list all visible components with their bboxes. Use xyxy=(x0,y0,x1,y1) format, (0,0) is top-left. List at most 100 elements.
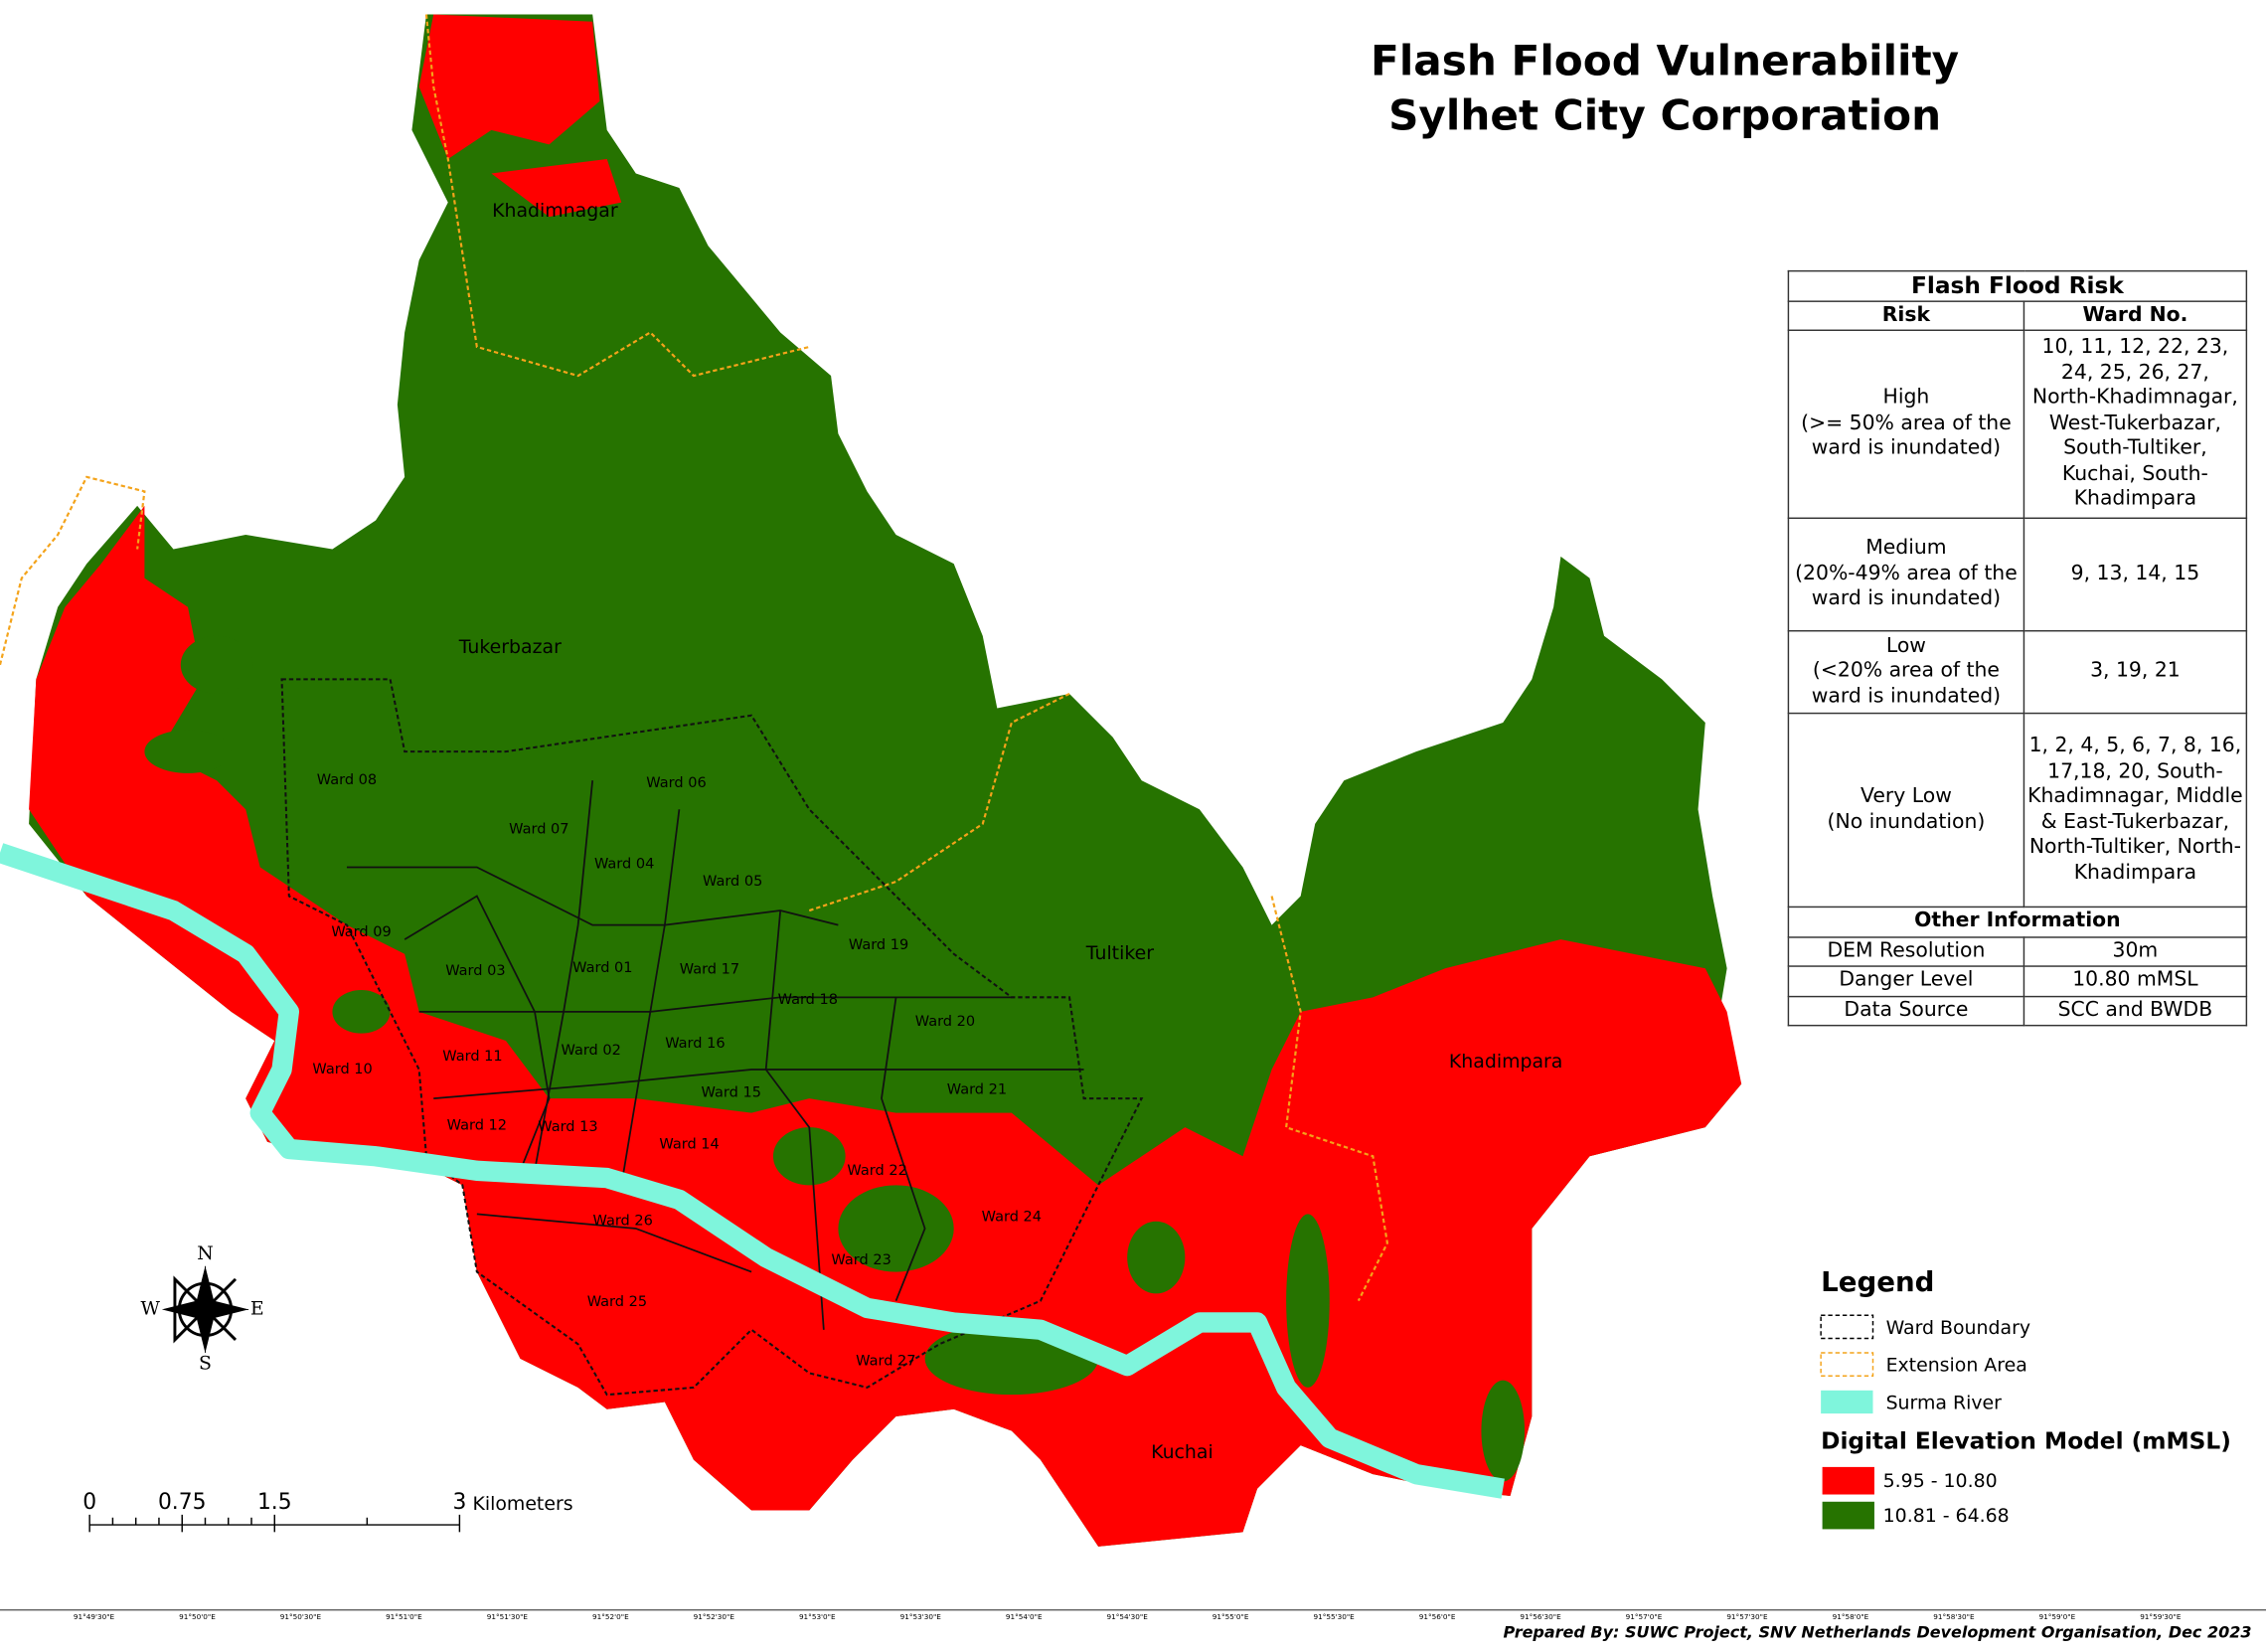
info-value: 10.80 mMSL xyxy=(2023,965,2248,997)
ward-label: Ward 05 xyxy=(703,874,762,890)
ward-lines xyxy=(346,780,1084,1330)
longitude-label: 91°49'30"E xyxy=(74,1612,115,1621)
legend-label: 5.95 - 10.80 xyxy=(1883,1470,1998,1492)
risk-level: Medium (20%-49% area of the ward is inund… xyxy=(1787,517,2025,632)
risk-level-text: (20%-49% area of the ward is inundated) xyxy=(1795,562,2018,610)
info-value-text: SCC and BWDB xyxy=(2057,998,2213,1022)
table-row: Medium (20%-49% area of the ward is inund… xyxy=(1787,517,2248,632)
legend-swatch xyxy=(1822,1501,1874,1530)
legend-swatch xyxy=(1820,1352,1874,1378)
table-row: DEM Resolution 30m xyxy=(1787,935,2248,967)
ward-label: Ward 03 xyxy=(445,963,505,979)
ward-label: Ward 18 xyxy=(778,992,838,1008)
longitude-label: 91°56'30"E xyxy=(1520,1612,1561,1621)
info-value-text: 10.80 mMSL xyxy=(2072,968,2198,992)
legend-swatch xyxy=(1820,1314,1874,1340)
longitude-label: 91°52'30"E xyxy=(694,1612,735,1621)
ward-label: Ward 24 xyxy=(982,1209,1042,1225)
high-elevation-patches xyxy=(144,635,1526,1482)
risk-wards-text: 10, 11, 12, 22, 23, 24, 25, 26, 27, Nort… xyxy=(2031,335,2238,511)
compass-letter: N xyxy=(197,1242,214,1264)
ward-label: Ward 14 xyxy=(659,1137,719,1153)
scale-label: 0 xyxy=(82,1490,96,1515)
risk-wards: 1, 2, 4, 5, 6, 7, 8, 16, 17,18, 20, Sout… xyxy=(2023,712,2248,909)
place-label: Tultiker xyxy=(1085,942,1154,964)
ward-label: Ward 23 xyxy=(831,1252,890,1268)
risk-level-text: (<20% area of the ward is inundated) xyxy=(1811,659,2002,709)
ward-label: Ward 01 xyxy=(572,960,632,976)
scale-unit: Kilometers xyxy=(472,1493,572,1515)
ward-label: Ward 26 xyxy=(593,1214,653,1230)
info-key-text: Danger Level xyxy=(1839,968,1974,992)
longitude-label: 91°59'30"E xyxy=(2140,1612,2182,1621)
table-header: Risk xyxy=(1787,299,2025,331)
table-row: Danger Level 10.80 mMSL xyxy=(1787,965,2248,997)
info-key-text: Data Source xyxy=(1844,998,1969,1022)
legend-label: Extension Area xyxy=(1886,1355,2027,1377)
low-elevation-area xyxy=(491,158,622,218)
ward-label: Ward 21 xyxy=(947,1081,1007,1097)
legend-label: 10.81 - 64.68 xyxy=(1883,1505,2010,1527)
surma-river xyxy=(0,843,1505,1499)
table-row: Low (<20% area of the ward is inundated) 3… xyxy=(1787,629,2248,715)
ward-label: Ward 08 xyxy=(317,772,377,788)
table-row: Data Source SCC and BWDB xyxy=(1787,995,2248,1027)
ward-label: Ward 09 xyxy=(331,924,391,940)
risk-level-text: (>= 50% area of the ward is inundated) xyxy=(1801,412,2012,460)
ward-label: Ward 16 xyxy=(665,1036,725,1052)
risk-level: High (>= 50% area of the ward is inundate… xyxy=(1787,329,2025,520)
longitude-label: 91°55'30"E xyxy=(1313,1612,1355,1621)
extension-boundary xyxy=(0,475,146,666)
risk-level-text: Very Low xyxy=(1860,784,1952,808)
table-row: Flash Flood Risk xyxy=(1787,269,2248,302)
place-label: Kuchai xyxy=(1151,1441,1214,1463)
risk-wards-text: 9, 13, 14, 15 xyxy=(2070,562,2200,585)
map-title: Sylhet City Corporation xyxy=(1388,91,1941,140)
risk-level-text: (No inundation) xyxy=(1827,810,1986,834)
ward-label: Ward 15 xyxy=(702,1084,761,1100)
table-title-text: Flash Flood Risk xyxy=(1910,271,2124,299)
risk-wards-text: 1, 2, 4, 5, 6, 7, 8, 16, 17,18, 20, Sout… xyxy=(2027,734,2243,885)
ward-label: Ward 02 xyxy=(562,1043,621,1059)
info-key: DEM Resolution xyxy=(1787,935,2025,967)
extension-boundary xyxy=(424,14,810,378)
longitude-label: 91°58'30"E xyxy=(1933,1612,1975,1621)
risk-level-text: Low xyxy=(1885,633,1926,658)
longitude-label: 91°57'0"E xyxy=(1626,1612,1663,1621)
longitude-label: 91°58'0"E xyxy=(1833,1612,1869,1621)
longitude-label: 91°51'0"E xyxy=(386,1612,422,1621)
info-value: 30m xyxy=(2023,935,2248,967)
compass-letter: E xyxy=(250,1297,264,1319)
longitude-label: 91°54'0"E xyxy=(1006,1612,1043,1621)
table-title: Other Information xyxy=(1787,906,2248,937)
table-title-text: Other Information xyxy=(1914,909,2121,932)
low-elevation-area xyxy=(418,14,600,159)
scale-label: 0.75 xyxy=(158,1490,207,1515)
table-row: High (>= 50% area of the ward is inundate… xyxy=(1787,329,2248,520)
longitude-label: 91°53'30"E xyxy=(900,1612,942,1621)
longitude-label: 91°51'30"E xyxy=(487,1612,529,1621)
longitude-label: 91°59'0"E xyxy=(2039,1612,2076,1621)
longitude-label: 91°56'0"E xyxy=(1419,1612,1456,1621)
place-label: Khadimpara xyxy=(1449,1051,1563,1073)
info-key: Data Source xyxy=(1787,995,2025,1027)
legend-swatch xyxy=(1822,1466,1874,1495)
ward-label: Ward 19 xyxy=(849,937,908,953)
ward-label: Ward 04 xyxy=(594,857,654,873)
longitude-label: 91°54'30"E xyxy=(1107,1612,1149,1621)
ward-label: Ward 17 xyxy=(680,962,739,978)
risk-table: Flash Flood Risk Risk Ward No. High (>= 50% … xyxy=(1787,269,2248,1027)
info-value-text: 30m xyxy=(2112,938,2159,962)
ward-label: Ward 11 xyxy=(442,1049,502,1065)
footer-credit: Prepared By: SUWC Project, SNV Netherlan… xyxy=(1503,1623,2251,1642)
ward-label: Ward 13 xyxy=(538,1119,597,1135)
longitude-label: 91°52'0"E xyxy=(592,1612,629,1621)
legend-label: Ward Boundary xyxy=(1886,1317,2030,1339)
legend-title: Legend xyxy=(1821,1265,1934,1298)
risk-level: Low (<20% area of the ward is inundated) xyxy=(1787,629,2025,715)
table-header-text: Risk xyxy=(1881,302,1931,326)
legend-swatch xyxy=(1821,1390,1873,1414)
ward-label: Ward 10 xyxy=(312,1062,372,1077)
